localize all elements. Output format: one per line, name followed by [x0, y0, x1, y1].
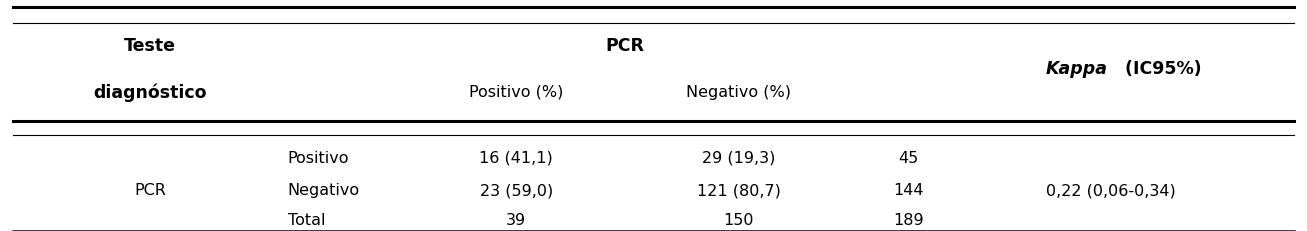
Text: Negativo: Negativo [288, 183, 359, 198]
Text: Total: Total [288, 213, 325, 228]
Text: 29 (19,3): 29 (19,3) [702, 151, 775, 166]
Text: Positivo (%): Positivo (%) [469, 85, 563, 100]
Text: 150: 150 [723, 213, 754, 228]
Text: Positivo: Positivo [288, 151, 349, 166]
Text: PCR: PCR [135, 183, 166, 198]
Text: Teste: Teste [124, 37, 176, 55]
Text: 189: 189 [893, 213, 924, 228]
Text: diagnóstico: diagnóstico [94, 83, 207, 102]
Text: Negativo (%): Negativo (%) [686, 85, 791, 100]
Text: (IC95%): (IC95%) [1119, 60, 1201, 78]
Text: 23 (59,0): 23 (59,0) [480, 183, 553, 198]
Text: 39: 39 [506, 213, 527, 228]
Text: 121 (80,7): 121 (80,7) [697, 183, 780, 198]
Text: 16 (41,1): 16 (41,1) [480, 151, 553, 166]
Text: 144: 144 [893, 183, 924, 198]
Text: PCR: PCR [605, 37, 644, 55]
Text: 0,22 (0,06-0,34): 0,22 (0,06-0,34) [1046, 183, 1175, 198]
Text: Kappa: Kappa [1046, 60, 1107, 78]
Text: 45: 45 [898, 151, 919, 166]
